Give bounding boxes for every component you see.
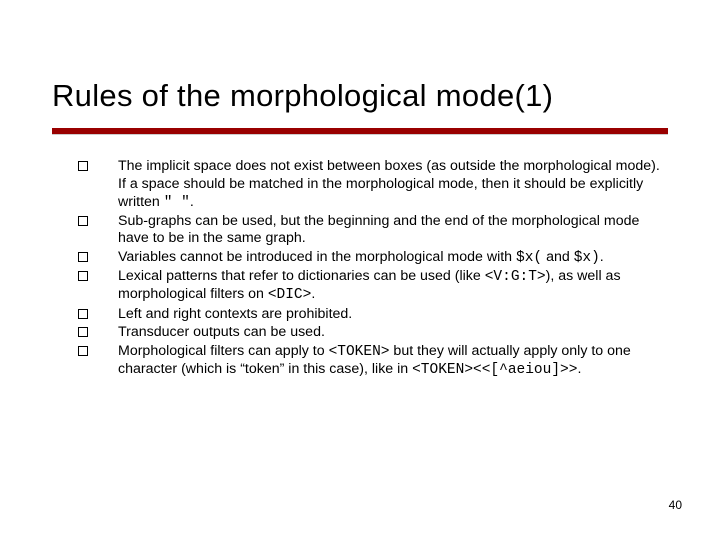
divider-line [52,134,668,135]
list-item: Morphological filters can apply to <TOKE… [78,343,668,379]
square-bullet-icon [78,252,88,262]
square-bullet-icon [78,161,88,171]
code-text: <TOKEN><<[^aeiou]>> [412,362,577,378]
bullet-text: The implicit space does not exist betwee… [118,158,660,210]
slide: Rules of the morphological mode(1) The i… [0,0,720,540]
bullet-text: Lexical patterns that refer to dictionar… [118,268,485,284]
bullet-text: . [190,194,194,210]
bullet-text: . [311,286,315,302]
bullet-text: Sub-graphs can be used, but the beginnin… [118,213,639,247]
code-text: <V:G:T> [485,269,546,285]
list-item: Sub-graphs can be used, but the beginnin… [78,213,668,249]
list-item: Left and right contexts are prohibited. [78,306,668,324]
list-item: Lexical patterns that refer to dictionar… [78,268,668,304]
code-text: $x) [574,250,600,266]
square-bullet-icon [78,309,88,319]
bullet-list: The implicit space does not exist betwee… [78,158,668,379]
slide-title: Rules of the morphological mode(1) [52,78,553,114]
bullet-text: . [600,249,604,265]
code-text: $x( [516,250,542,266]
bullet-text: Left and right contexts are prohibited. [118,306,352,322]
code-text: <DIC> [268,287,312,303]
bullet-text: Variables cannot be introduced in the mo… [118,249,516,265]
square-bullet-icon [78,327,88,337]
code-text: " " [164,195,190,211]
code-text: <TOKEN> [329,344,390,360]
bullet-text: Morphological filters can apply to [118,343,329,359]
square-bullet-icon [78,216,88,226]
list-item: The implicit space does not exist betwee… [78,158,668,212]
bullet-text: Transducer outputs can be used. [118,324,325,340]
list-item: Variables cannot be introduced in the mo… [78,249,668,267]
page-number: 40 [669,498,682,512]
bullet-text: . [577,361,581,377]
square-bullet-icon [78,346,88,356]
square-bullet-icon [78,271,88,281]
content-area: The implicit space does not exist betwee… [78,158,668,380]
bullet-text: and [542,249,574,265]
list-item: Transducer outputs can be used. [78,324,668,342]
